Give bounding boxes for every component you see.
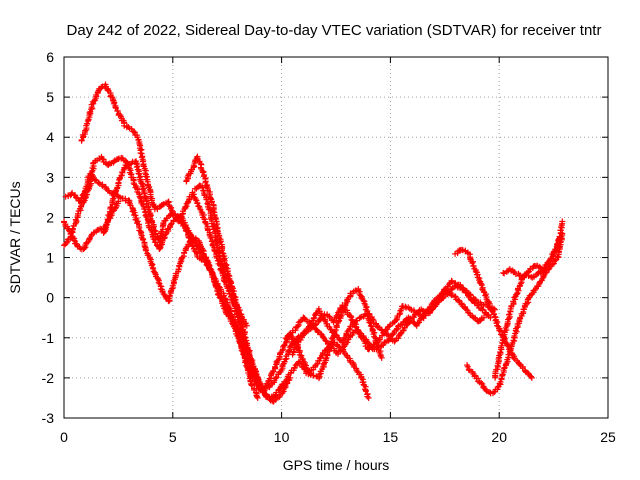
data-point bbox=[69, 225, 76, 232]
data-point bbox=[99, 155, 106, 162]
data-point bbox=[379, 332, 386, 339]
axis-ticks bbox=[63, 56, 609, 419]
data-point bbox=[378, 354, 385, 361]
data-point bbox=[194, 200, 201, 207]
data-point bbox=[243, 362, 250, 369]
series-arc1 bbox=[60, 158, 487, 394]
plot-frame bbox=[63, 56, 609, 419]
data-point bbox=[525, 295, 532, 302]
x-tick-label: 25 bbox=[600, 429, 616, 445]
data-point bbox=[300, 358, 307, 365]
data-point bbox=[204, 262, 211, 269]
data-point bbox=[357, 314, 364, 321]
series-arc4 bbox=[61, 153, 261, 401]
x-tick-label: 20 bbox=[491, 429, 507, 445]
y-tick-label: -2 bbox=[42, 370, 55, 386]
data-point bbox=[124, 161, 131, 168]
data-point bbox=[161, 234, 168, 241]
data-point bbox=[341, 303, 348, 310]
y-tick-label: 0 bbox=[46, 290, 54, 306]
data-point bbox=[365, 394, 372, 401]
y-tick-label: 4 bbox=[46, 129, 54, 145]
y-tick-labels: -3 -2 -1 0 1 2 3 4 5 6 bbox=[42, 49, 55, 426]
x-tick-label: 15 bbox=[383, 429, 399, 445]
data-point bbox=[159, 201, 166, 208]
data-point bbox=[321, 360, 328, 367]
y-tick-label: 5 bbox=[46, 89, 54, 105]
x-tick-label: 5 bbox=[169, 429, 177, 445]
data-point bbox=[66, 227, 73, 234]
data-point bbox=[142, 212, 149, 219]
data-point bbox=[184, 228, 191, 235]
data-point bbox=[367, 322, 374, 329]
data-point bbox=[167, 221, 174, 228]
series-arc3 bbox=[78, 81, 385, 394]
y-tick-label: 6 bbox=[46, 49, 54, 65]
data-point bbox=[357, 292, 364, 299]
x-tick-label: 10 bbox=[274, 429, 290, 445]
data-point bbox=[189, 242, 196, 249]
data-point bbox=[209, 271, 216, 278]
grid-lines bbox=[64, 57, 608, 418]
data-point bbox=[451, 293, 458, 300]
y-tick-label: -3 bbox=[42, 410, 55, 426]
data-point bbox=[68, 191, 75, 198]
x-axis-label: GPS time / hours bbox=[283, 457, 390, 473]
data-point bbox=[275, 356, 282, 363]
data-point bbox=[337, 313, 344, 320]
data-point bbox=[301, 361, 308, 368]
data-point bbox=[254, 393, 261, 400]
data-point bbox=[71, 237, 78, 244]
data-point bbox=[198, 208, 205, 215]
data-point bbox=[396, 311, 403, 318]
data-point bbox=[169, 285, 176, 292]
x-tick-labels: 0 5 10 15 20 25 bbox=[60, 429, 616, 445]
data-point bbox=[282, 356, 289, 363]
data-point bbox=[72, 194, 79, 201]
data-point bbox=[343, 300, 350, 307]
data-point bbox=[202, 219, 209, 226]
data-point bbox=[81, 245, 88, 252]
data-point bbox=[402, 303, 409, 310]
y-tick-label: -1 bbox=[42, 330, 55, 346]
data-point bbox=[364, 393, 371, 400]
data-point bbox=[349, 359, 356, 366]
data-point bbox=[360, 297, 367, 304]
data-point bbox=[95, 179, 102, 186]
chart-title: Day 242 of 2022, Sidereal Day-to-day VTE… bbox=[67, 22, 602, 39]
data-point bbox=[233, 325, 240, 332]
y-tick-label: 1 bbox=[46, 250, 54, 266]
data-point bbox=[177, 216, 184, 223]
y-tick-label: 2 bbox=[46, 209, 54, 225]
data-point bbox=[155, 279, 162, 286]
data-point bbox=[86, 109, 93, 116]
data-point bbox=[80, 198, 87, 205]
data-point bbox=[322, 355, 329, 362]
y-axis-label: SDTVAR / TECUs bbox=[7, 181, 23, 293]
data-point bbox=[154, 276, 161, 283]
data-point bbox=[143, 247, 150, 254]
data-point bbox=[480, 314, 487, 321]
x-tick-label: 0 bbox=[60, 429, 68, 445]
data-point bbox=[137, 194, 144, 201]
data-point bbox=[104, 87, 111, 94]
data-points bbox=[60, 81, 566, 405]
data-point bbox=[182, 203, 189, 210]
data-point bbox=[279, 361, 286, 368]
y-tick-label: 3 bbox=[46, 169, 54, 185]
data-point bbox=[118, 172, 125, 179]
series-arc11 bbox=[464, 230, 566, 397]
